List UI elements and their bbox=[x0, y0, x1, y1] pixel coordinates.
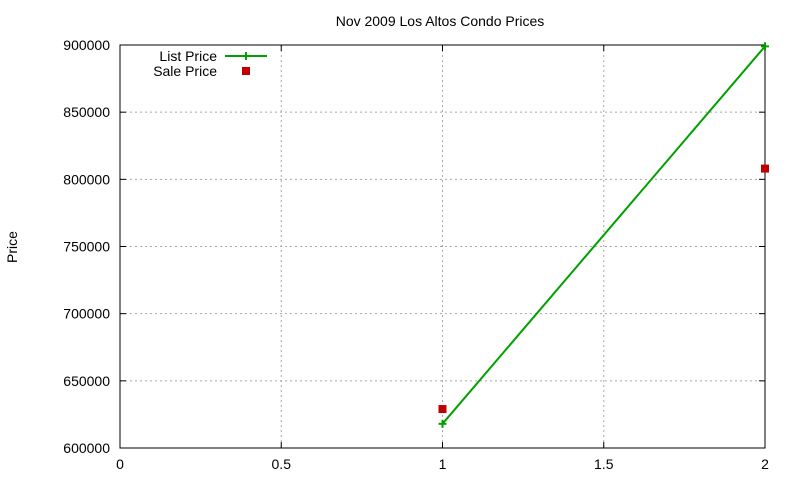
list-price-point bbox=[761, 42, 769, 51]
chart-title: Nov 2009 Los Altos Condo Prices bbox=[336, 13, 545, 29]
y-tick-label: 900000 bbox=[63, 37, 110, 53]
series-layer bbox=[438, 42, 769, 428]
y-tick-label: 600000 bbox=[63, 440, 110, 456]
y-tick-label: 800000 bbox=[63, 171, 110, 187]
tick-layer: 0 0.5 1 1.5 2 600000 650000 700000 750000 800000 8… bbox=[63, 37, 769, 472]
list-price-line bbox=[441, 45, 766, 425]
x-tick-label: 1 bbox=[439, 456, 447, 472]
y-tick-label: 850000 bbox=[63, 104, 110, 120]
grid-layer bbox=[119, 44, 766, 449]
legend-label-list-price: List Price bbox=[159, 48, 217, 64]
legend-marker-list-price bbox=[242, 52, 250, 60]
plot-frame bbox=[119, 44, 766, 449]
y-axis-label: Price bbox=[4, 231, 20, 263]
y-tick-label: 650000 bbox=[63, 373, 110, 389]
x-tick-label: 2 bbox=[761, 456, 769, 472]
sale-price-point bbox=[761, 164, 769, 173]
legend-marker-sale-price bbox=[242, 67, 250, 75]
list-price-point bbox=[438, 419, 447, 428]
legend-label-sale-price: Sale Price bbox=[153, 63, 217, 79]
sale-price-point bbox=[438, 405, 447, 414]
x-tick-label: 1.5 bbox=[594, 456, 614, 472]
x-tick-label: 0.5 bbox=[272, 456, 292, 472]
x-tick-label: 0 bbox=[116, 456, 124, 472]
y-tick-label: 750000 bbox=[63, 239, 110, 255]
y-tick-label: 700000 bbox=[63, 306, 110, 322]
